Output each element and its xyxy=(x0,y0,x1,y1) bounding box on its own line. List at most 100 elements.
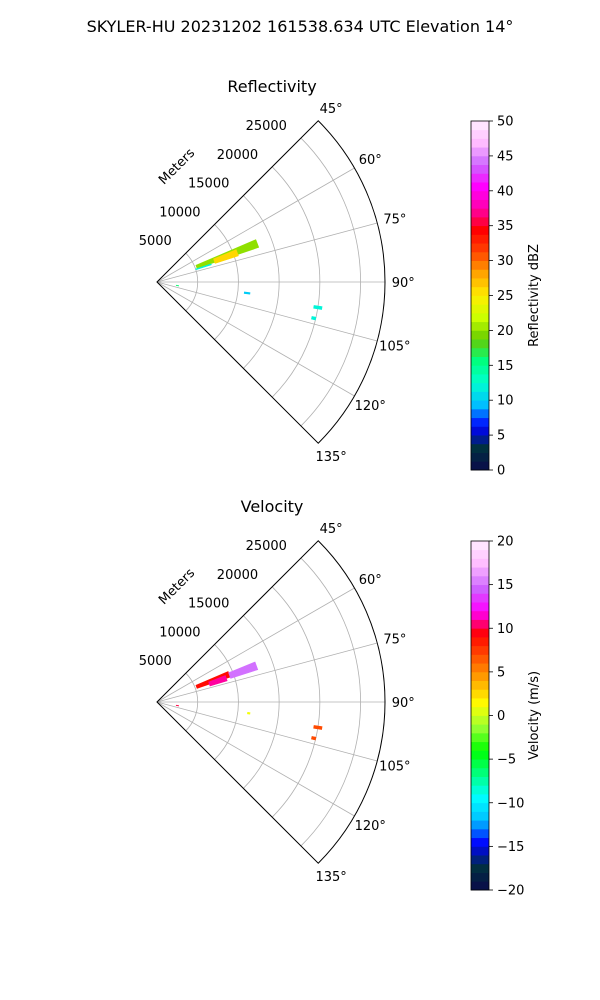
azimuth-tick-label-3: 90° xyxy=(392,696,415,711)
colorbar-segment-5 xyxy=(471,417,489,427)
colorbar-segment-39 xyxy=(471,121,489,131)
azimuth-spoke-1 xyxy=(156,587,355,703)
colorbar-tick-label-0: 0 xyxy=(497,464,505,479)
colorbar-segment-13 xyxy=(471,347,489,357)
colorbar-tick-label-8: 20 xyxy=(497,535,514,550)
echo-gate-4 xyxy=(313,305,323,310)
azimuth-spoke-4 xyxy=(156,701,378,762)
colorbar-segment-19 xyxy=(471,715,489,725)
colorbar-segment-7 xyxy=(471,820,489,830)
azimuth-spoke-5 xyxy=(156,701,355,817)
colorbar-segment-24 xyxy=(471,671,489,681)
azimuth-tick-label-1: 60° xyxy=(359,153,382,168)
colorbar-segment-33 xyxy=(471,173,489,183)
radial-tick-label-3: 20000 xyxy=(217,148,258,163)
colorbar-segment-34 xyxy=(471,584,489,594)
colorbar-segment-14 xyxy=(471,339,489,349)
sector-outline xyxy=(156,540,386,864)
colorbar-segment-1 xyxy=(471,452,489,462)
colorbar-segment-11 xyxy=(471,785,489,795)
echo-gate-5 xyxy=(311,316,317,321)
azimuth-tick-label-0: 45° xyxy=(320,522,343,537)
colorbar-tick-label-4: 0 xyxy=(497,709,505,724)
azimuth-tick-label-5: 120° xyxy=(355,399,386,414)
azimuth-tick-label-4: 105° xyxy=(379,760,410,775)
colorbar-tick-label-1: −15 xyxy=(497,840,524,855)
azimuth-tick-label-4: 105° xyxy=(379,340,410,355)
colorbar-segment-21 xyxy=(471,698,489,708)
panel-title: Velocity xyxy=(241,497,304,516)
colorbar-segment-6 xyxy=(471,828,489,839)
azimuth-tick-label-2: 75° xyxy=(383,632,406,647)
colorbar-tick-label-3: 15 xyxy=(497,359,514,374)
echo-gate-4 xyxy=(313,725,323,730)
colorbar-label: Velocity (m/s) xyxy=(527,671,542,760)
colorbar-segment-8 xyxy=(471,391,489,401)
colorbar-segment-25 xyxy=(471,663,489,673)
colorbar-segment-7 xyxy=(471,400,489,410)
colorbar-segment-23 xyxy=(471,680,489,690)
colorbar-segment-26 xyxy=(471,234,489,244)
colorbar-segment-32 xyxy=(471,182,489,192)
colorbar-segment-4 xyxy=(471,426,489,436)
echo-gate-1 xyxy=(213,249,239,264)
reflectivity-colorbar: 0 5 10 15 20 25 30 35 40 45 50 Reflectivity dBZ xyxy=(470,115,542,479)
colorbar-segment-29 xyxy=(471,628,489,638)
radial-tick-label-3: 20000 xyxy=(217,568,258,583)
colorbar-segment-38 xyxy=(471,549,489,559)
colorbar-segment-12 xyxy=(471,776,489,786)
colorbar-segment-0 xyxy=(471,461,489,471)
colorbar-label: Reflectivity dBZ xyxy=(527,244,542,347)
azimuth-spoke-2 xyxy=(156,642,378,703)
colorbar-segment-3 xyxy=(471,435,489,445)
colorbar-tick-label-4: 20 xyxy=(497,324,514,339)
panel-title: Reflectivity xyxy=(227,77,316,96)
colorbar-segment-17 xyxy=(471,732,489,743)
colorbar-segment-10 xyxy=(471,794,489,804)
azimuth-tick-label-0: 45° xyxy=(320,102,343,117)
colorbar-segment-16 xyxy=(471,321,489,331)
azimuth-tick-label-3: 90° xyxy=(392,276,415,291)
colorbar-segment-5 xyxy=(471,837,489,847)
colorbar-segment-9 xyxy=(471,802,489,812)
colorbar-segment-29 xyxy=(471,208,489,218)
colorbar-segment-0 xyxy=(471,881,489,891)
colorbar-segment-20 xyxy=(471,286,489,296)
azimuth-tick-label-2: 75° xyxy=(383,212,406,227)
colorbar-segment-37 xyxy=(471,558,489,568)
colorbar-segment-8 xyxy=(471,811,489,821)
azimuth-tick-label-1: 60° xyxy=(359,573,382,588)
colorbar-tick-label-0: −20 xyxy=(497,884,524,899)
colorbar-segment-39 xyxy=(471,541,489,551)
radial-tick-label-0: 5000 xyxy=(139,654,172,669)
azimuth-tick-label-6: 135° xyxy=(315,450,346,465)
colorbar-segment-21 xyxy=(471,278,489,288)
colorbar-segment-31 xyxy=(471,190,489,200)
echo-gate-1 xyxy=(228,661,259,679)
colorbar-segment-15 xyxy=(471,750,489,760)
velocity-colorbar: −20 −15 −10 −5 0 5 10 15 20 Velocity (m/s) xyxy=(470,535,542,899)
echo-gate-5 xyxy=(311,736,317,741)
echo-gate-3 xyxy=(243,291,251,295)
colorbar-segment-16 xyxy=(471,741,489,751)
colorbar-segment-37 xyxy=(471,138,489,148)
azimuth-spoke-4 xyxy=(156,281,378,342)
colorbar-tick-label-2: 10 xyxy=(497,394,514,409)
colorbar-segment-27 xyxy=(471,645,489,655)
colorbar-tick-label-2: −10 xyxy=(497,796,524,811)
azimuth-spoke-2 xyxy=(156,222,378,283)
colorbar-segment-30 xyxy=(471,619,489,629)
colorbar-segment-17 xyxy=(471,312,489,323)
colorbar-tick-label-9: 45 xyxy=(497,149,514,164)
colorbar-tick-label-7: 15 xyxy=(497,578,514,593)
colorbar-segment-22 xyxy=(471,689,489,699)
colorbar-segment-15 xyxy=(471,330,489,340)
radial-tick-label-0: 5000 xyxy=(139,234,172,249)
colorbar-tick-label-3: −5 xyxy=(497,753,516,768)
colorbar-segment-11 xyxy=(471,365,489,375)
colorbar-segment-25 xyxy=(471,243,489,253)
colorbar-segment-3 xyxy=(471,855,489,865)
colorbar-tick-label-5: 25 xyxy=(497,289,514,304)
colorbar-segment-18 xyxy=(471,724,489,734)
colorbar-tick-label-6: 10 xyxy=(497,622,514,637)
